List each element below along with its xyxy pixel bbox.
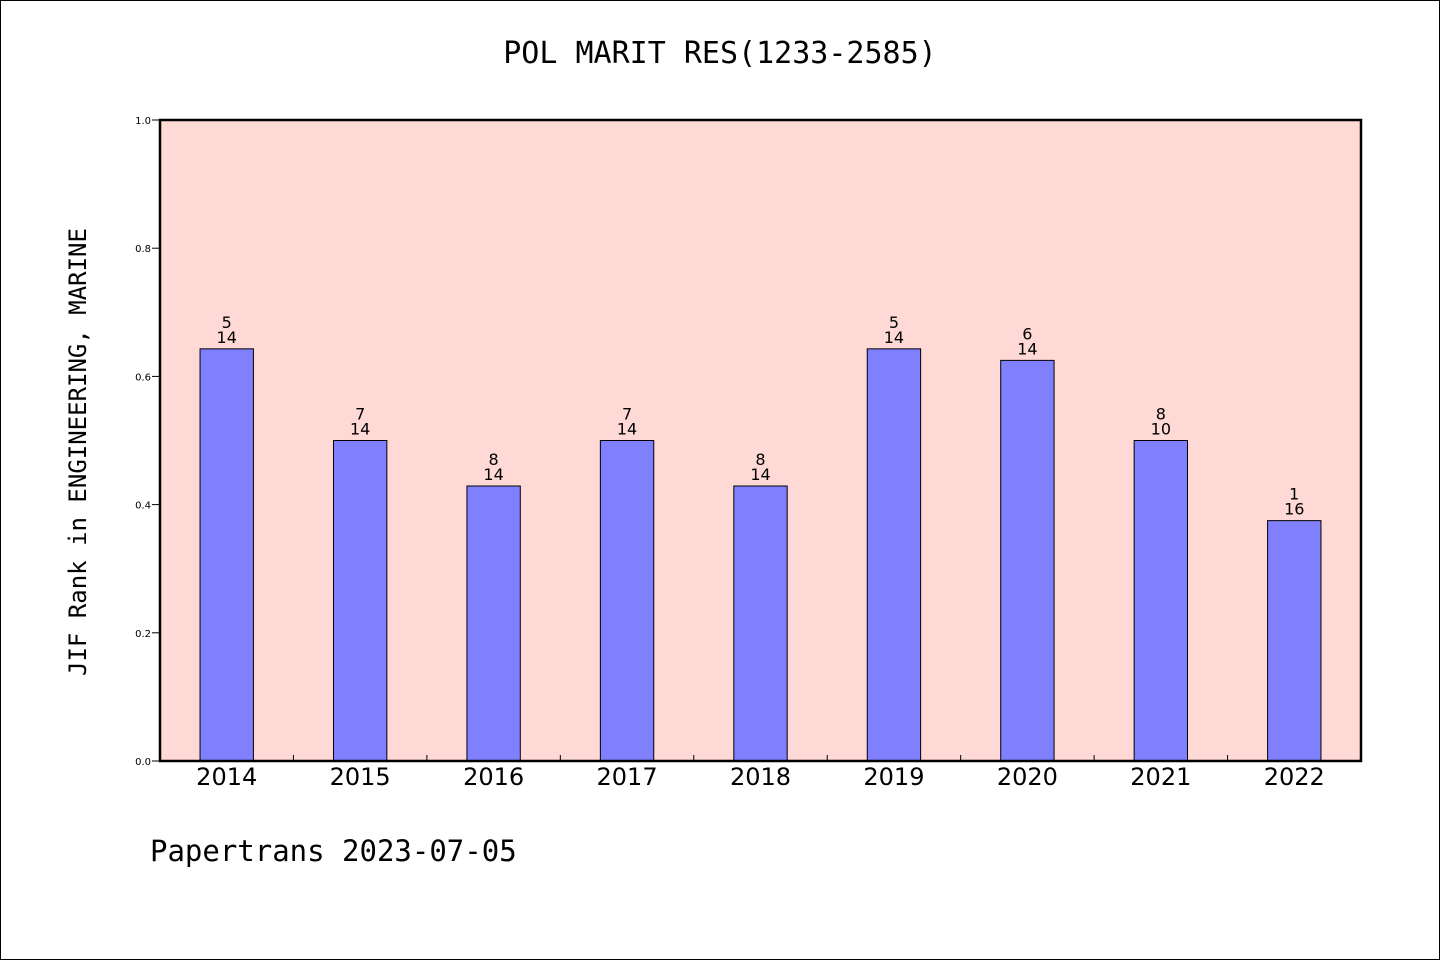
x-tick-label: 2022 — [1264, 763, 1325, 791]
bar — [1133, 440, 1189, 762]
y-tick-label: 0.2 — [135, 629, 151, 640]
bar-total-label: 14 — [884, 328, 904, 347]
y-tick-label: 0.0 — [135, 757, 151, 768]
bar-rank-label: 1 — [1289, 485, 1299, 504]
bar-rank-label: 8 — [755, 450, 765, 469]
bar-total-label: 14 — [483, 465, 503, 484]
x-tick-label: 2019 — [863, 763, 924, 791]
x-tick-label: 2015 — [330, 763, 391, 791]
y-axis: 0.0 0.2 0.4 0.6 0.8 1.0 — [135, 116, 160, 768]
bar-total-label: 14 — [350, 420, 370, 439]
bar-rank-label: 8 — [489, 450, 499, 469]
bar-total-label: 10 — [1151, 420, 1171, 439]
bar-rank-label: 5 — [889, 313, 899, 332]
footer-credit: Papertrans 2023-07-05 — [150, 834, 517, 868]
x-tick-label: 2021 — [1130, 763, 1191, 791]
bar-rank-label: 6 — [1022, 324, 1032, 343]
y-tick-label: 0.8 — [135, 244, 151, 255]
bar-total-label: 14 — [750, 465, 770, 484]
bar-total-label: 14 — [1017, 339, 1037, 358]
bar-rank-label: 7 — [355, 405, 365, 424]
bar-rank-label: 8 — [1156, 405, 1166, 424]
x-tick-label: 2018 — [730, 763, 791, 791]
x-tick-label: 2017 — [597, 763, 658, 791]
y-tick-label: 1.0 — [135, 116, 151, 127]
bar-total-label: 14 — [217, 328, 237, 347]
bars — [199, 348, 1322, 762]
bar-total-label: 14 — [617, 420, 637, 439]
y-tick-label: 0.6 — [135, 372, 151, 383]
x-tick-label: 2014 — [196, 763, 257, 791]
bar-rank-label: 7 — [622, 405, 632, 424]
bar — [466, 485, 521, 762]
bar — [1000, 359, 1055, 762]
bar — [199, 348, 254, 762]
plot-border — [158, 118, 1363, 763]
bar-rank-label: 5 — [222, 313, 232, 332]
bar — [733, 485, 788, 762]
y-tick-label: 0.4 — [135, 501, 151, 512]
bar — [599, 440, 655, 762]
bar-total-label: 16 — [1284, 500, 1304, 519]
bar — [1267, 520, 1322, 762]
x-tick-label: 2016 — [463, 763, 524, 791]
x-tick-label: 2020 — [997, 763, 1058, 791]
bar — [332, 440, 388, 762]
x-axis: 2014 2015 2016 2017 2018 2019 2020 2021 2022 — [196, 755, 1325, 791]
bar — [866, 348, 922, 762]
chart-title: POL MARIT RES(1233-2585) — [503, 36, 937, 71]
